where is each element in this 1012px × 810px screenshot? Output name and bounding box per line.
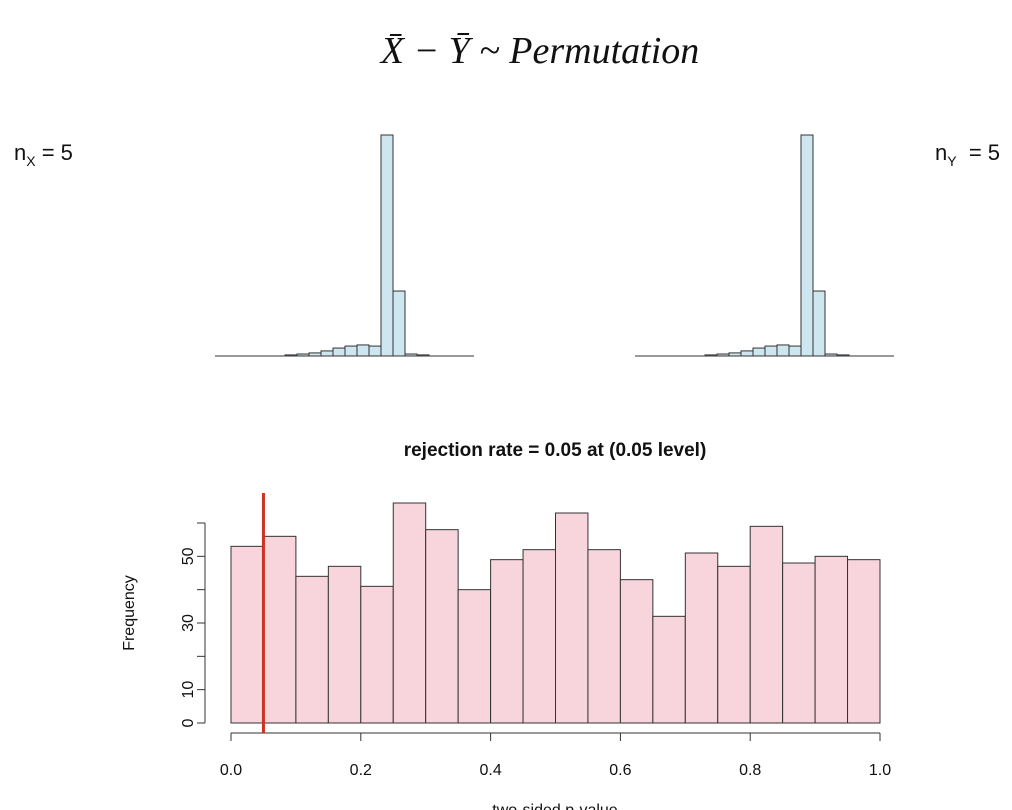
bar (380, 134, 394, 357)
y-tick-label: 30 (180, 614, 197, 632)
bar (824, 353, 838, 357)
rest: = 5 (36, 140, 73, 165)
bar (728, 352, 742, 357)
bar (619, 579, 654, 724)
main-title: X̄ − Ȳ ~ Permutation (379, 30, 700, 72)
bar (457, 589, 492, 724)
bar (740, 350, 754, 357)
bar (847, 559, 881, 724)
x-tick-label: 1.0 (869, 762, 891, 779)
rest: = 5 (957, 140, 1000, 165)
y-tick-label: 10 (180, 681, 197, 699)
bar (332, 347, 346, 357)
bar (308, 352, 322, 357)
bar (404, 353, 418, 357)
sub: Y (947, 153, 957, 169)
bar (812, 290, 826, 357)
bar (800, 134, 814, 357)
bar (425, 529, 459, 724)
bar (490, 559, 524, 724)
bar (555, 512, 589, 724)
x-axis-label: two-sided p-value (492, 802, 618, 810)
bar (752, 347, 766, 357)
bar (684, 552, 719, 724)
bar (392, 502, 427, 724)
n: n (14, 140, 26, 165)
x-tick-label: 0.2 (350, 762, 372, 779)
bar (782, 562, 816, 724)
n: n (935, 140, 947, 165)
x-tick-label: 0.0 (220, 762, 242, 779)
bar (368, 345, 382, 357)
bar (295, 575, 329, 724)
bar (836, 354, 850, 357)
bar (392, 290, 406, 357)
bar (704, 354, 718, 357)
bar (416, 354, 430, 357)
bar (522, 549, 556, 724)
bar (716, 353, 730, 357)
y-axis-label: Frequency (121, 575, 138, 651)
sub: X (26, 153, 36, 169)
x-tick-label: 0.4 (479, 762, 501, 779)
bar (327, 565, 362, 724)
bar (262, 535, 297, 724)
bar (344, 345, 358, 357)
bar (230, 545, 264, 724)
n-x-label: nX = 5 (14, 140, 73, 169)
bar (320, 350, 334, 357)
x-tick-label: 0.8 (739, 762, 761, 779)
bar (296, 353, 310, 357)
bar (652, 615, 686, 724)
x-tick-label: 0.6 (609, 762, 631, 779)
y-tick-label: 50 (180, 547, 197, 565)
bar (284, 354, 298, 357)
bar (749, 525, 784, 724)
bar (360, 585, 394, 724)
bar (356, 344, 370, 357)
bar (776, 344, 790, 357)
y-tick-label: 0 (180, 718, 197, 727)
bar (764, 345, 778, 357)
bar (814, 555, 849, 724)
bar (587, 549, 621, 724)
n-y-label: nY = 5 (935, 140, 1000, 169)
bar (717, 565, 751, 724)
chart-title: rejection rate = 0.05 at (0.05 level) (404, 440, 707, 461)
bar (788, 345, 802, 357)
